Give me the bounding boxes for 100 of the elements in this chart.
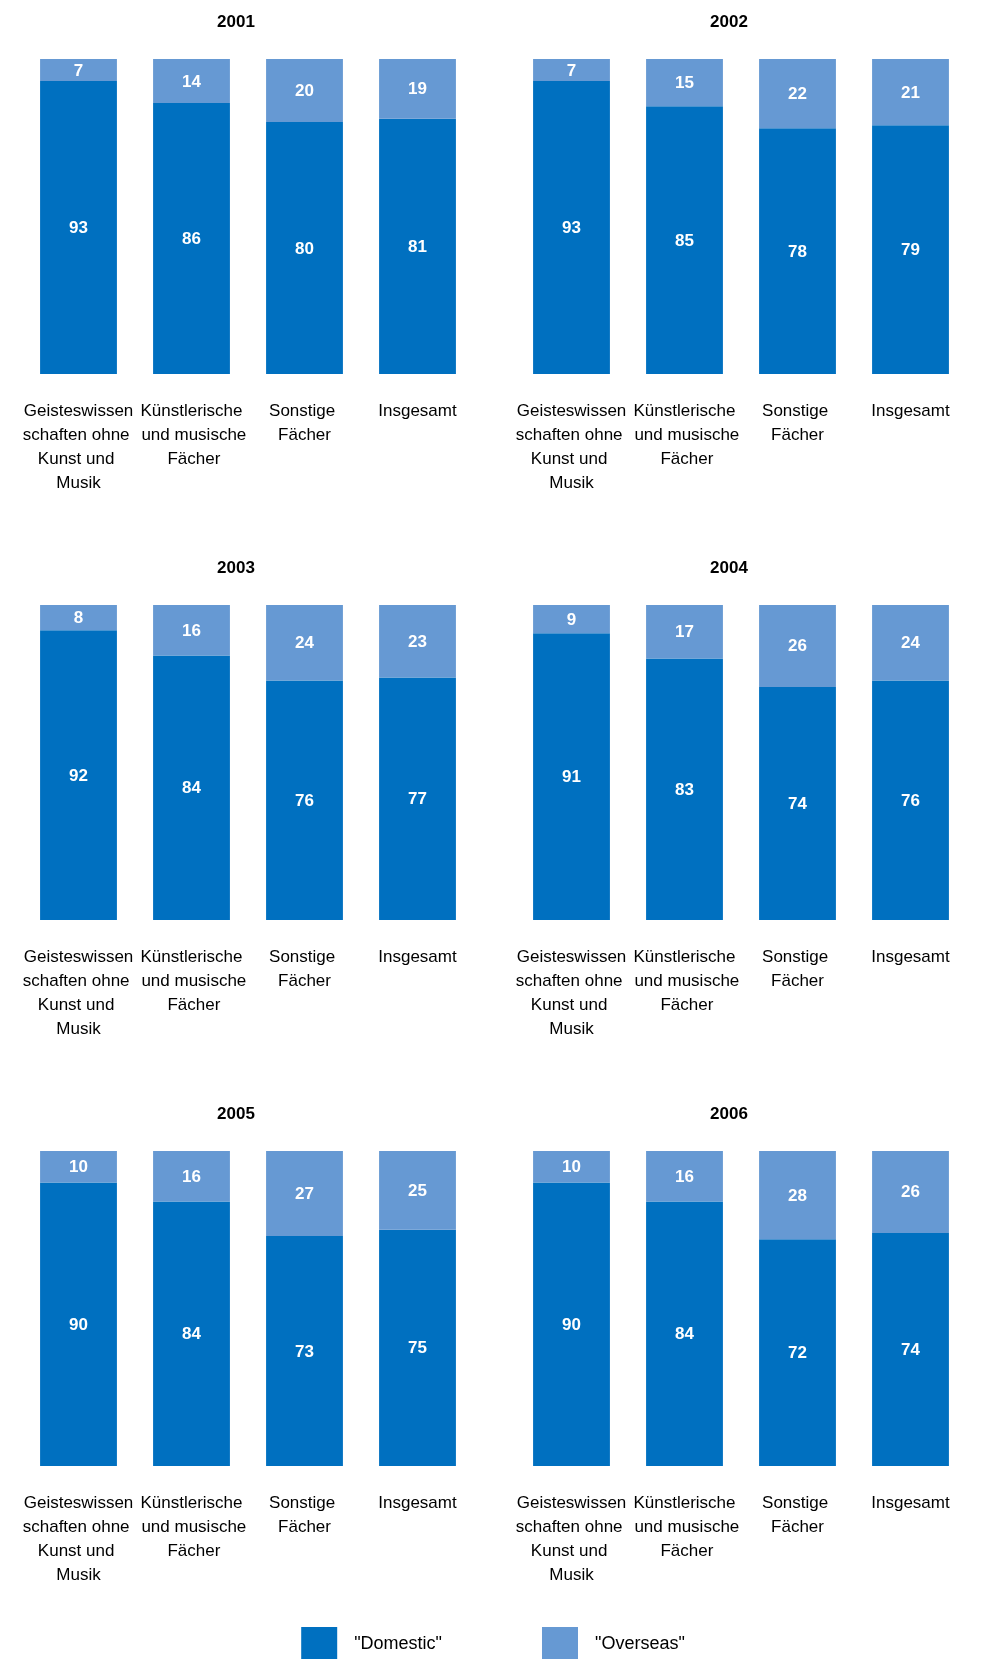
data-label: 80 (295, 238, 314, 258)
bar (759, 59, 836, 129)
bar (40, 59, 117, 82)
data-label: 84 (182, 778, 202, 798)
bar (646, 605, 723, 659)
x-tick-label: Künstlerische und musische Fächer (136, 946, 247, 1014)
data-label: 84 (675, 1324, 695, 1344)
data-label: 72 (788, 1343, 807, 1363)
data-label: 76 (295, 790, 314, 810)
bar (646, 59, 723, 107)
bar (40, 81, 117, 374)
data-label: 26 (788, 636, 807, 656)
data-label: 16 (675, 1166, 694, 1186)
x-tick-label: Künstlerische und musische Fächer (629, 1492, 740, 1560)
chart-title: 2002 (710, 12, 748, 31)
chart-title: 2003 (217, 558, 255, 577)
bar (379, 1229, 456, 1466)
data-label: 84 (182, 1324, 202, 1344)
bar (759, 1151, 836, 1240)
bar (379, 1151, 456, 1230)
bar (533, 605, 610, 634)
bar (379, 59, 456, 119)
data-label: 90 (69, 1314, 88, 1334)
bar (759, 128, 836, 374)
bar (153, 605, 230, 656)
bar (872, 125, 949, 374)
data-label: 8 (73, 608, 84, 628)
bar (533, 81, 610, 374)
data-label: 22 (788, 84, 807, 104)
data-label: 74 (901, 1339, 921, 1359)
data-label: 79 (901, 240, 920, 260)
data-label: 24 (295, 633, 315, 653)
x-tick-label: Insgesamt (871, 1492, 950, 1512)
data-label: 93 (69, 218, 88, 238)
bar (153, 655, 230, 920)
bar (759, 686, 836, 920)
data-label: 20 (295, 81, 314, 100)
x-tick-label: Sonstige Fächer (269, 1492, 340, 1536)
data-label: 10 (562, 1157, 581, 1177)
x-tick-label: Sonstige Fächer (762, 1492, 833, 1536)
data-label: 14 (182, 71, 202, 91)
bar (379, 118, 456, 374)
bar (872, 59, 949, 126)
bar (872, 680, 949, 920)
bar (40, 630, 117, 920)
data-label: 16 (182, 620, 201, 640)
x-tick-label: Insgesamt (378, 400, 457, 420)
x-tick-label: Geisteswissenschaften ohne Kunst und Musik (22, 946, 135, 1038)
data-label: 7 (566, 60, 577, 80)
x-tick-label: Insgesamt (378, 946, 457, 966)
data-label: 26 (901, 1182, 920, 1202)
x-tick-label: Künstlerische und musische Fächer (629, 400, 740, 468)
bar (153, 1201, 230, 1466)
bar (266, 680, 343, 920)
bar (379, 605, 456, 678)
data-label: 24 (901, 633, 921, 653)
data-label: 16 (182, 1166, 201, 1186)
chart-title: 2001 (217, 12, 255, 31)
bar (872, 1232, 949, 1466)
bar (266, 1151, 343, 1237)
data-label: 15 (675, 73, 694, 93)
data-label: 90 (562, 1314, 581, 1334)
data-label: 86 (182, 229, 201, 249)
data-label: 9 (566, 609, 577, 629)
data-label: 76 (901, 790, 920, 810)
bar (533, 1151, 610, 1183)
bar (646, 1151, 723, 1202)
x-tick-label: Geisteswissenschaften ohne Kunst und Musik (22, 1492, 135, 1584)
bar (872, 1151, 949, 1233)
data-label: 7 (73, 60, 84, 80)
bar (266, 605, 343, 681)
data-label: 23 (408, 631, 427, 651)
x-tick-label: Geisteswissenschaften ohne Kunst und Musik (515, 1492, 628, 1584)
x-tick-label: Insgesamt (871, 400, 950, 420)
data-label: 73 (295, 1341, 314, 1361)
bar (153, 1151, 230, 1202)
x-tick-label: Sonstige Fächer (762, 946, 833, 990)
bar (40, 605, 117, 631)
x-tick-label: Insgesamt (378, 1492, 457, 1512)
data-label: 25 (408, 1180, 427, 1200)
data-label: 21 (901, 82, 920, 102)
data-label: 83 (675, 779, 694, 799)
bar (40, 1151, 117, 1183)
bar (759, 1239, 836, 1466)
x-tick-label: Geisteswissenschaften ohne Kunst und Musik (515, 946, 628, 1038)
data-label: 28 (788, 1185, 807, 1205)
bar (759, 605, 836, 687)
bar (533, 633, 610, 920)
chart-title: 2005 (217, 1104, 255, 1123)
data-label: 78 (788, 241, 807, 261)
bar (153, 59, 230, 104)
bar (379, 677, 456, 920)
bar (40, 1182, 117, 1466)
bar (646, 658, 723, 920)
data-label: 93 (562, 218, 581, 238)
legend-label: "Overseas" (594, 1633, 685, 1653)
x-tick-label: Sonstige Fächer (762, 400, 833, 444)
data-label: 19 (408, 79, 427, 99)
bar (533, 1182, 610, 1466)
x-tick-label: Künstlerische und musische Fächer (629, 946, 740, 1014)
